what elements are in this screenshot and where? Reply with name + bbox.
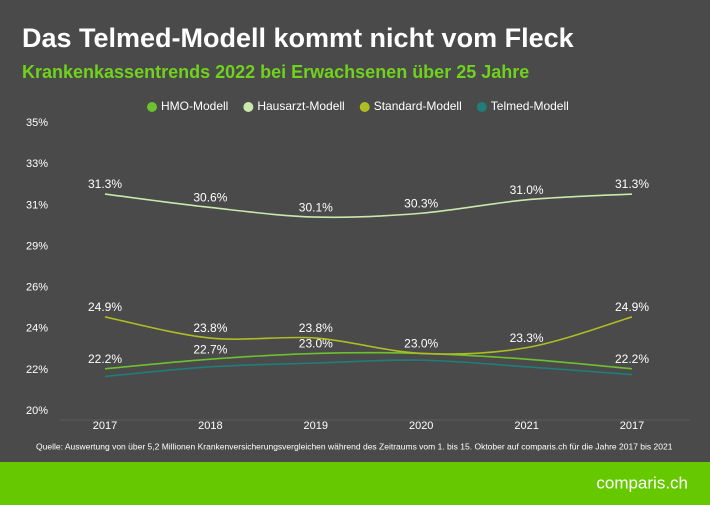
chart-subtitle: Krankenkassentrends 2022 bei Erwachsenen… bbox=[22, 62, 529, 82]
legend-label: Hausarzt-Modell bbox=[257, 99, 344, 113]
data-label: 23.8% bbox=[299, 321, 333, 335]
legend-label: Standard-Modell bbox=[374, 99, 462, 113]
x-tick-label: 2017 bbox=[620, 420, 644, 432]
data-label: 30.3% bbox=[404, 196, 438, 210]
legend-marker bbox=[476, 102, 487, 112]
data-label: 30.1% bbox=[299, 200, 333, 214]
brand: comparis.ch bbox=[596, 473, 688, 492]
series-line bbox=[104, 351, 633, 370]
data-label: 23.0% bbox=[299, 337, 333, 351]
y-tick-label: 26% bbox=[26, 281, 48, 293]
x-tick-label: 2021 bbox=[514, 420, 538, 432]
y-tick-label: 24% bbox=[26, 323, 48, 335]
data-label: 23.0% bbox=[404, 337, 438, 351]
y-tick-label: 22% bbox=[26, 364, 48, 376]
data-label: 22.7% bbox=[193, 342, 227, 356]
series-line bbox=[104, 316, 633, 355]
legend-marker bbox=[243, 102, 254, 112]
legend-label: HMO-Modell bbox=[161, 99, 228, 113]
footer-band bbox=[0, 462, 710, 505]
x-tick-label: 2017 bbox=[93, 420, 117, 432]
data-label: 31.3% bbox=[615, 177, 649, 191]
chart-title: Das Telmed-Modell kommt nicht vom Fleck bbox=[22, 23, 575, 53]
series-line bbox=[104, 359, 633, 378]
x-tick-label: 2019 bbox=[304, 420, 328, 432]
data-label: 31.3% bbox=[88, 177, 122, 191]
data-label: 23.3% bbox=[510, 331, 544, 345]
legend-label: Telmed-Modell bbox=[491, 99, 569, 113]
legend-marker bbox=[147, 102, 157, 112]
y-tick-label: 35% bbox=[26, 117, 48, 129]
y-tick-label: 20% bbox=[26, 405, 48, 417]
data-label: 24.9% bbox=[88, 300, 122, 314]
x-tick-label: 2018 bbox=[198, 420, 222, 432]
x-tick-label: 2020 bbox=[409, 420, 433, 432]
y-tick-label: 29% bbox=[26, 240, 48, 252]
legend-marker bbox=[359, 102, 370, 112]
y-tick-label: 31% bbox=[26, 199, 48, 211]
data-label: 31.0% bbox=[510, 183, 544, 197]
data-label: 23.8% bbox=[193, 321, 227, 335]
data-label: 22.2% bbox=[615, 352, 649, 366]
data-label: 22.2% bbox=[88, 352, 122, 366]
source-note: Quelle: Auswertung von über 5,2 Millione… bbox=[36, 441, 673, 451]
data-label: 24.9% bbox=[615, 300, 649, 314]
series-line bbox=[104, 193, 633, 219]
y-tick-label: 33% bbox=[26, 158, 48, 170]
data-label: 30.6% bbox=[193, 191, 227, 205]
